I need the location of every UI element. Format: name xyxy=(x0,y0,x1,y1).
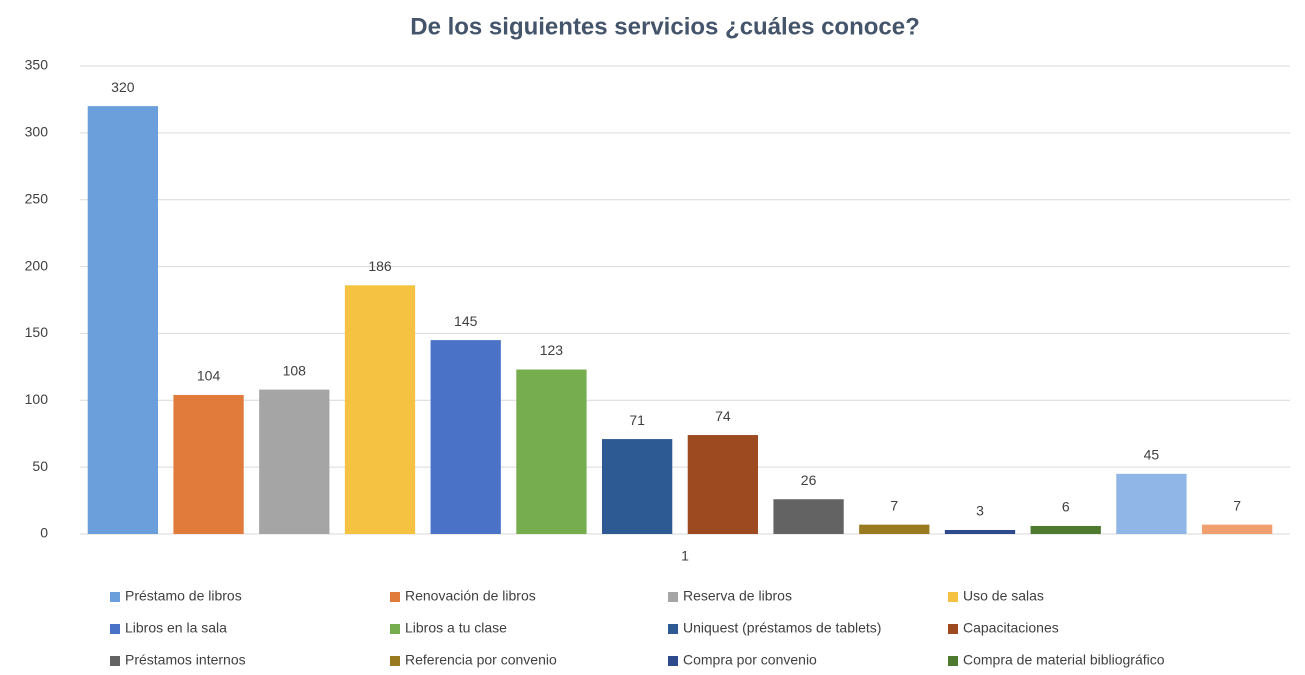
legend-label: Préstamo de libros xyxy=(125,588,242,604)
y-tick-label: 350 xyxy=(25,57,49,73)
data-label: 45 xyxy=(1144,447,1160,463)
legend-label: Uso de salas xyxy=(963,588,1044,604)
data-label: 7 xyxy=(1233,497,1241,513)
legend-label: Renovación de libros xyxy=(405,588,536,604)
data-label: 3 xyxy=(976,503,984,519)
bar xyxy=(173,394,244,534)
legend-label: Capacitaciones xyxy=(963,620,1059,636)
data-label: 123 xyxy=(540,342,564,358)
x-tick-label: 1 xyxy=(681,548,689,564)
legend-swatch xyxy=(390,656,400,666)
legend-label: Préstamos internos xyxy=(125,652,246,668)
y-tick-label: 50 xyxy=(32,458,48,474)
chart-title: De los siguientes servicios ¿cuáles cono… xyxy=(410,13,920,40)
legend-swatch xyxy=(110,592,120,602)
bar xyxy=(516,369,587,534)
data-label: 26 xyxy=(801,472,817,488)
y-tick-label: 200 xyxy=(25,257,49,273)
legend-swatch xyxy=(668,656,678,666)
legend-swatch xyxy=(948,592,958,602)
data-label: 71 xyxy=(629,412,645,428)
legend-swatch xyxy=(110,656,120,666)
legend-label: Libros a tu clase xyxy=(405,620,507,636)
legend-swatch xyxy=(668,624,678,634)
y-tick-label: 250 xyxy=(25,190,49,206)
bar xyxy=(259,389,330,534)
y-tick-label: 300 xyxy=(25,124,49,140)
data-label: 108 xyxy=(283,362,307,378)
bar xyxy=(1202,524,1273,534)
data-label: 104 xyxy=(197,368,221,384)
y-tick-label: 150 xyxy=(25,324,49,340)
bar xyxy=(344,285,416,534)
data-label: 186 xyxy=(368,258,392,274)
legend-label: Uniquest (préstamos de tablets) xyxy=(683,620,881,636)
bar xyxy=(602,439,673,534)
bar xyxy=(1116,473,1187,534)
legend-swatch xyxy=(668,592,678,602)
legend-label: Reserva de libros xyxy=(683,588,792,604)
data-label: 74 xyxy=(715,408,731,424)
legend-label: Compra de material bibliográfico xyxy=(963,652,1165,668)
legend-swatch xyxy=(110,624,120,634)
y-tick-label: 100 xyxy=(25,391,49,407)
bar xyxy=(859,524,930,534)
bar xyxy=(87,106,158,534)
y-tick-label: 0 xyxy=(40,525,48,541)
legend-swatch xyxy=(948,624,958,634)
bar xyxy=(687,435,758,534)
legend-label: Referencia por convenio xyxy=(405,652,557,668)
legend-swatch xyxy=(390,624,400,634)
bar xyxy=(1030,525,1101,534)
data-label: 320 xyxy=(111,79,135,95)
data-label: 145 xyxy=(454,313,478,329)
legend-label: Compra por convenio xyxy=(683,652,817,668)
bar xyxy=(944,529,1016,534)
data-label: 7 xyxy=(890,497,898,513)
bar xyxy=(430,340,501,534)
legend-swatch xyxy=(948,656,958,666)
bar xyxy=(773,499,844,534)
data-label: 6 xyxy=(1062,499,1070,515)
legend-swatch xyxy=(390,592,400,602)
legend-label: Libros en la sala xyxy=(125,620,227,636)
